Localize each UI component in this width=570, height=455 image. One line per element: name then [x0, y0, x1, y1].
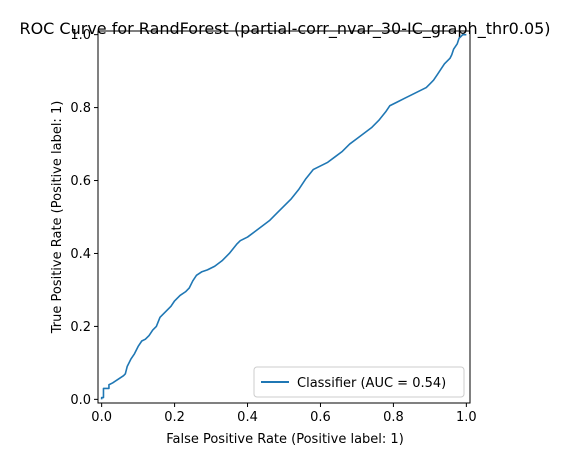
y-axis-label: True Positive Rate (Positive label: 1)	[50, 101, 65, 335]
x-tick-label: 0.6	[310, 410, 331, 425]
x-tick-label: 0.8	[383, 410, 404, 425]
legend-label: Classifier (AUC = 0.54)	[297, 376, 446, 391]
x-tick-label: 0.2	[164, 410, 185, 425]
y-tick-label: 0.2	[70, 320, 91, 335]
y-tick-label: 0.6	[70, 174, 91, 189]
plot-area: 0.0 0.2 0.4 0.6 0.8 1.0 0.0 0.2 0.4 0.6 0.8 1.0	[70, 28, 476, 425]
legend: Classifier (AUC = 0.54)	[253, 366, 465, 398]
x-tick-label: 0.0	[91, 410, 112, 425]
plot-frame	[97, 30, 471, 404]
x-axis-label: False Positive Rate (Positive label: 1)	[166, 432, 404, 447]
y-tick-label: 0.4	[70, 247, 91, 262]
series-line-0	[100, 33, 467, 400]
y-tick-label: 0.8	[70, 101, 91, 116]
y-tick-label: 1.0	[70, 28, 91, 43]
chart-title: ROC Curve for RandForest (partial-corr_n…	[19, 19, 550, 39]
y-tick-label: 0.0	[70, 393, 91, 408]
legend-box	[253, 366, 465, 398]
x-tick-label: 1.0	[456, 410, 477, 425]
x-tick-label: 0.4	[237, 410, 258, 425]
